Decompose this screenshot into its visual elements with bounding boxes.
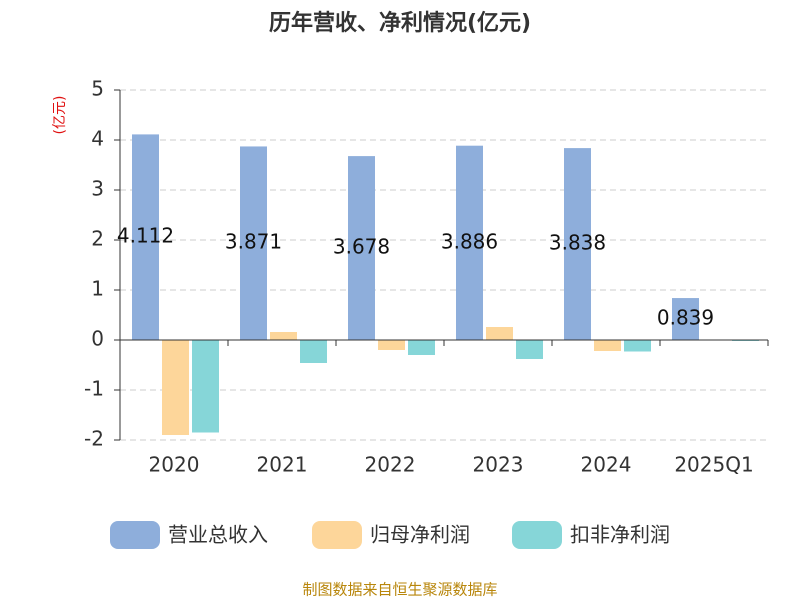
- value-label: 3.838: [549, 231, 606, 255]
- chart-title: 历年营收、净利情况(亿元): [269, 10, 531, 36]
- legend-swatch: [312, 521, 362, 549]
- bar: [192, 340, 219, 433]
- bar: [408, 340, 435, 355]
- legend-label: 归母净利润: [370, 523, 470, 547]
- y-tick-label: 1: [91, 277, 104, 301]
- y-tick-label: 0: [91, 327, 104, 351]
- bar: [456, 145, 483, 340]
- y-tick-label: 3: [91, 177, 104, 201]
- bar: [672, 298, 699, 340]
- value-label: 0.839: [657, 306, 714, 330]
- bar: [378, 340, 405, 350]
- y-axis-label: (亿元): [52, 96, 68, 135]
- x-tick-label: 2025Q1: [674, 453, 753, 477]
- legend-label: 扣非净利润: [570, 523, 670, 547]
- y-tick-label: 2: [91, 227, 104, 251]
- bar: [348, 156, 375, 340]
- x-tick-label: 2024: [581, 453, 632, 477]
- bar: [516, 340, 543, 359]
- bar: [132, 134, 159, 340]
- y-tick-label: 4: [91, 127, 104, 151]
- legend-swatch: [110, 521, 160, 549]
- value-label: 3.871: [225, 230, 282, 254]
- value-label: 3.886: [441, 229, 498, 253]
- bar: [486, 327, 513, 340]
- bar: [162, 340, 189, 435]
- bar: [270, 332, 297, 340]
- bar: [240, 146, 267, 340]
- legend-swatch: [512, 521, 562, 549]
- source-note: 制图数据来自恒生聚源数据库: [302, 581, 497, 599]
- y-tick-label: -1: [84, 377, 104, 401]
- legend-label: 营业总收入: [168, 523, 268, 547]
- x-tick-label: 2020: [149, 453, 200, 477]
- x-tick-label: 2022: [365, 453, 416, 477]
- x-tick-label: 2021: [257, 453, 308, 477]
- bar: [624, 340, 651, 352]
- value-label: 3.678: [333, 235, 390, 259]
- bar: [300, 340, 327, 363]
- y-tick-label: 5: [91, 77, 104, 101]
- value-label: 4.112: [117, 224, 174, 248]
- bar: [594, 340, 621, 351]
- x-tick-label: 2023: [473, 453, 524, 477]
- bar: [564, 148, 591, 340]
- y-tick-label: -2: [84, 427, 104, 451]
